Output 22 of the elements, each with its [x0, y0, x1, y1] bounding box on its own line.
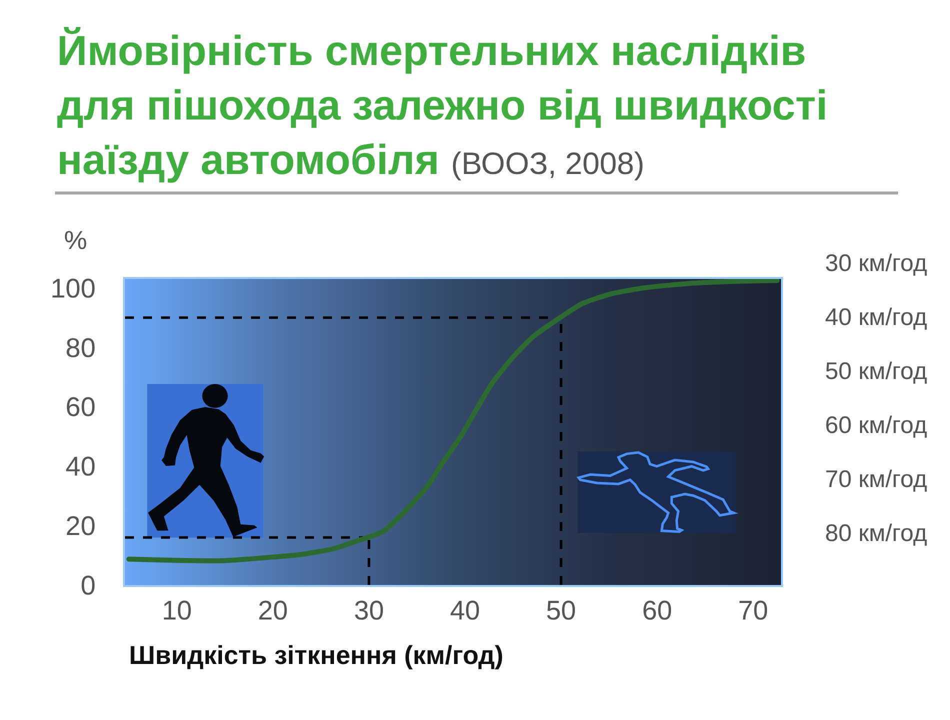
text: 70 км/год [825, 466, 928, 493]
y-tick-label: 0 [80, 570, 96, 600]
text: 60 км/год [825, 412, 928, 439]
x-tick-label: 70 [738, 595, 768, 626]
x-tick-label: 60 [642, 595, 672, 626]
x-tick-label: 30 [354, 595, 384, 626]
x-tick-label: 40 [450, 595, 480, 626]
x-tick-label: 20 [258, 595, 288, 626]
y-tick-label: 40 [66, 452, 96, 482]
text: 30 км/год [825, 250, 928, 277]
x-axis-title: Швидкість зіткнення (км/год) [129, 640, 504, 670]
y-tick-label: 20 [66, 511, 96, 542]
y-tick-label: 80 [66, 332, 96, 363]
chart-title: Ймовірність смертельних наслідків для пішохода залежно від швидкості наїзду автомобіля (ВООЗ, 2008) [57, 26, 828, 183]
text: 40 км/год [825, 304, 928, 331]
x-tick-label: 10 [162, 595, 192, 626]
x-tick-label: 50 [546, 595, 576, 626]
y-tick-label: 60 [66, 392, 96, 422]
y-axis-title: % [64, 225, 88, 255]
text: 50 км/год [825, 358, 928, 385]
text: 80 км/год [825, 520, 928, 547]
y-tick-label: 100 [50, 273, 96, 304]
